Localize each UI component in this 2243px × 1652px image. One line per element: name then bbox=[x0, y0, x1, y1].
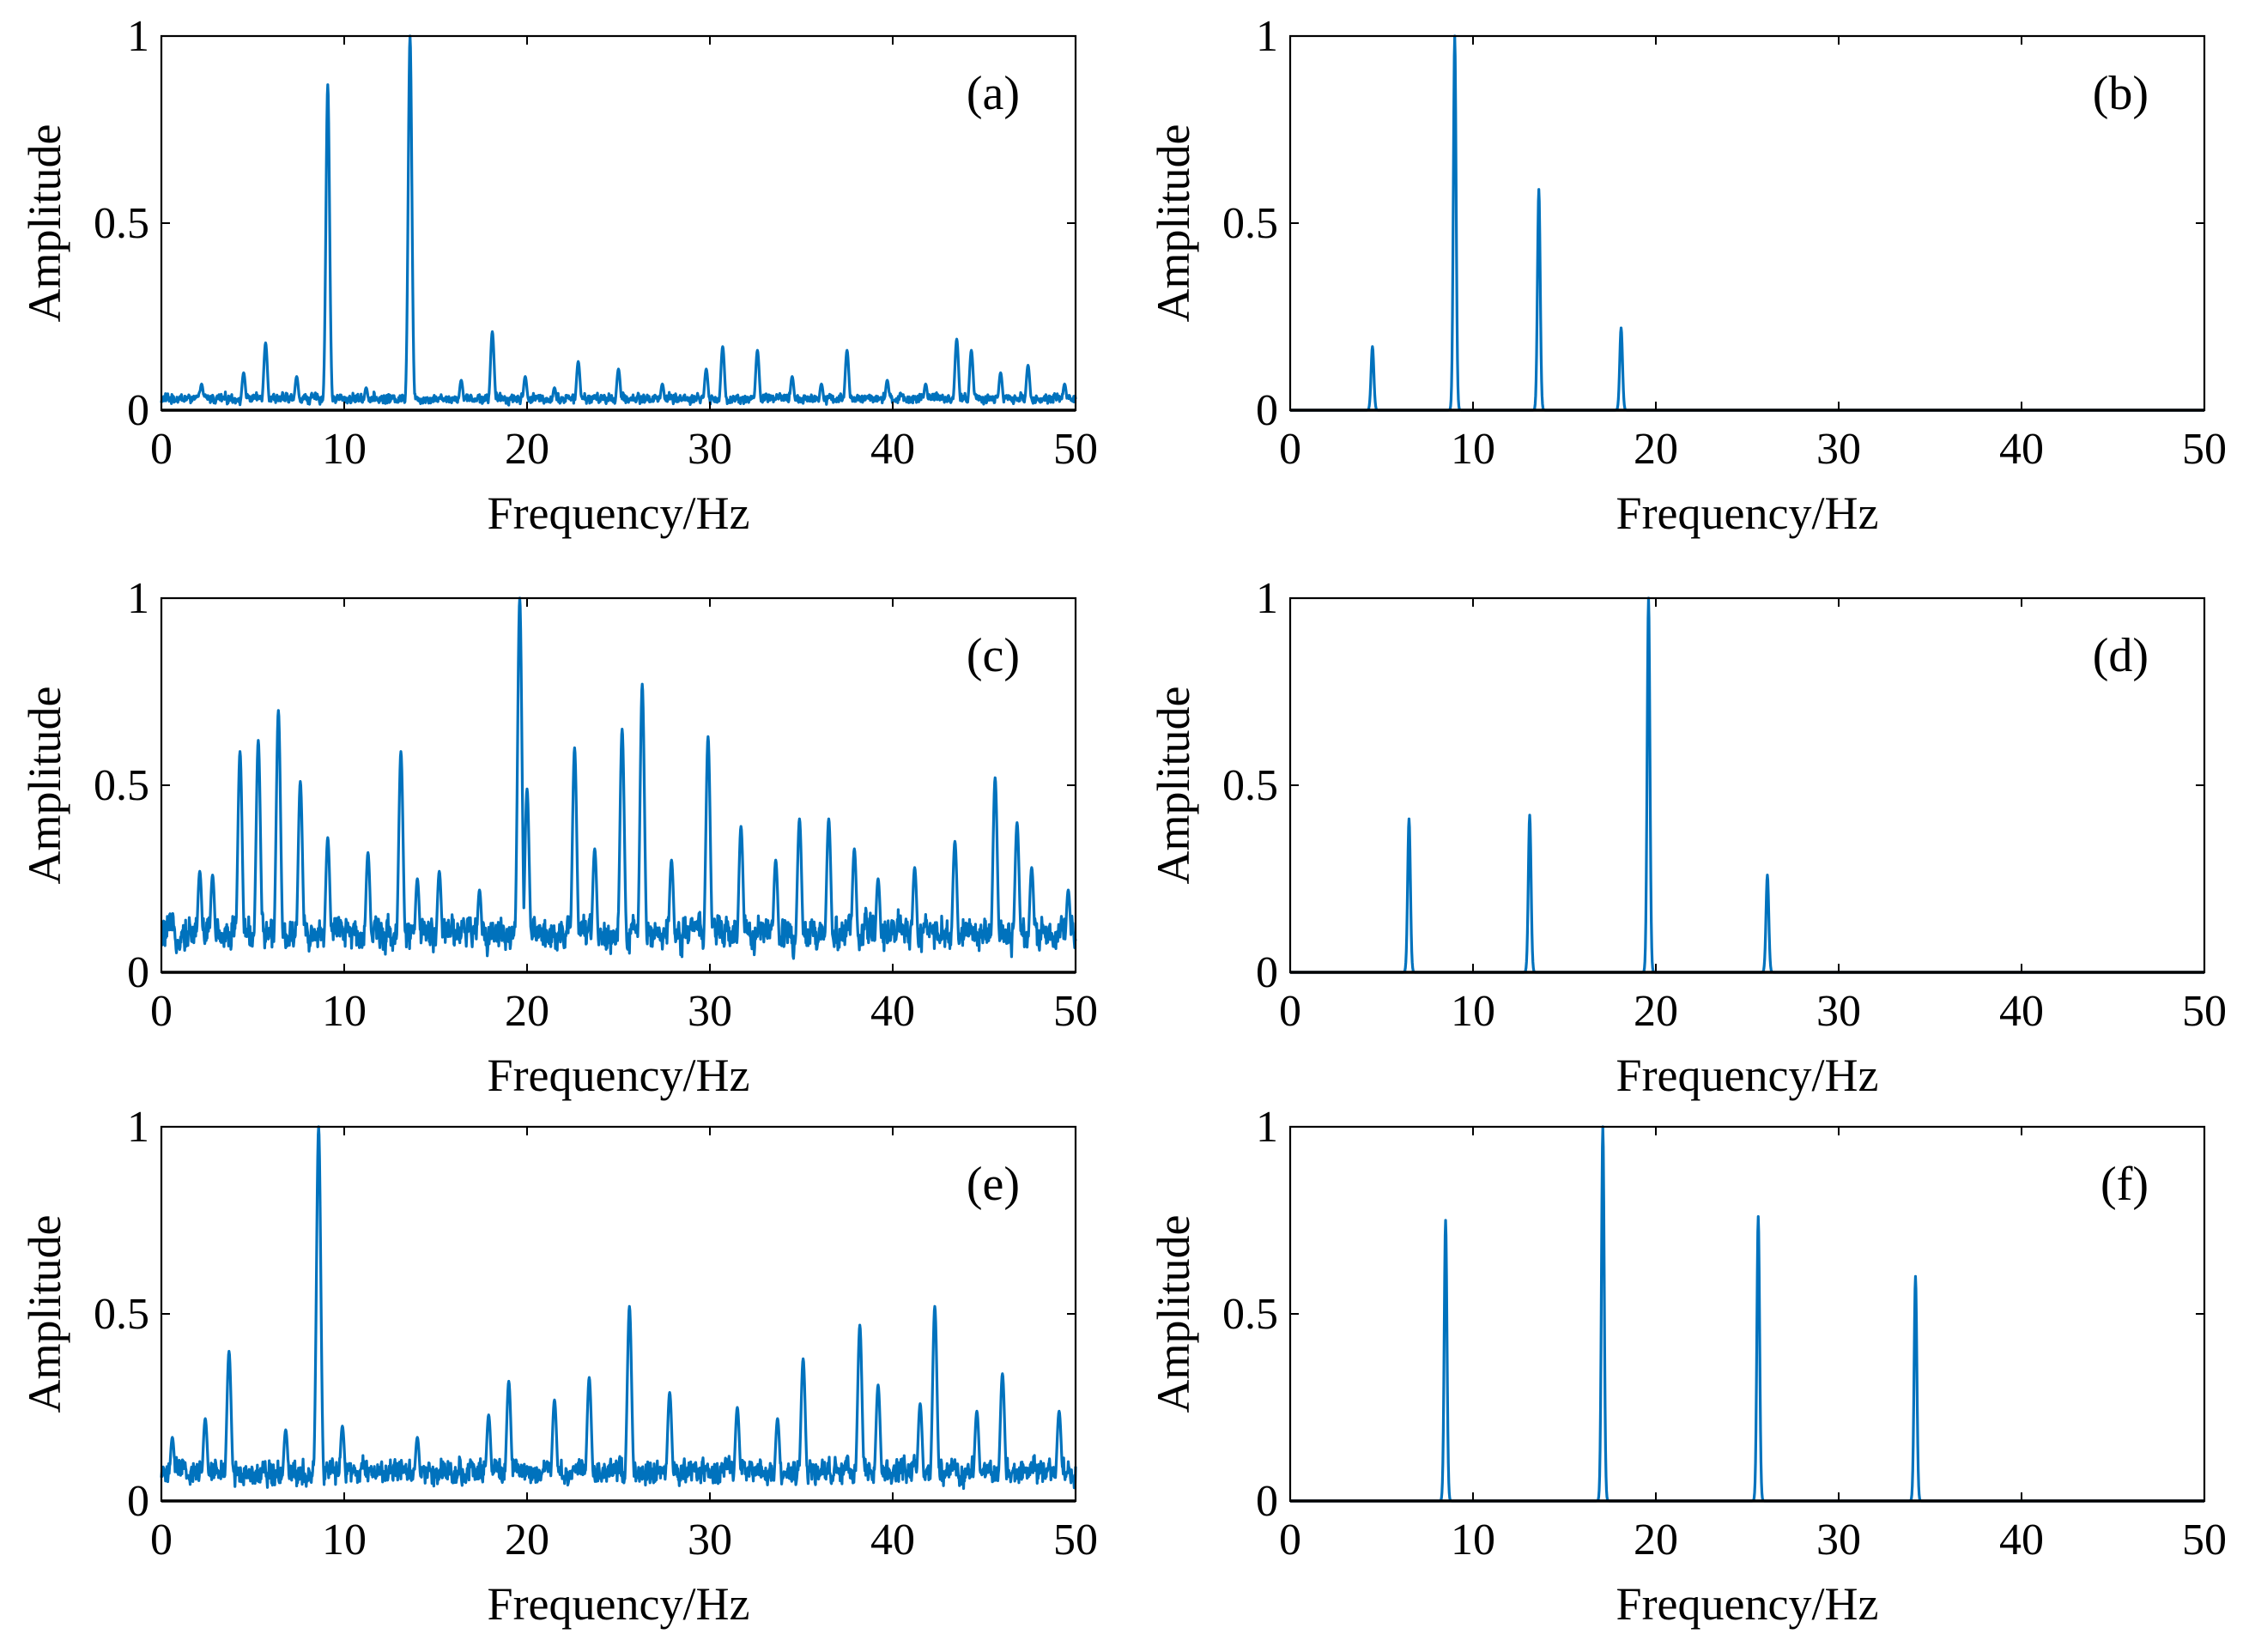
x-tick-label: 20 bbox=[1634, 987, 1678, 1036]
x-tick-label: 10 bbox=[322, 425, 367, 474]
x-tick-label: 20 bbox=[1634, 1516, 1678, 1564]
x-tick-label: 10 bbox=[322, 1516, 367, 1564]
x-tick-label: 10 bbox=[1451, 1516, 1495, 1564]
y-axis-label: Amplitude bbox=[1148, 687, 1199, 885]
x-tick-label: 40 bbox=[870, 425, 915, 474]
panel-label: (a) bbox=[967, 67, 1020, 120]
series-line-b bbox=[1288, 34, 2206, 412]
x-tick-label: 50 bbox=[1053, 987, 1098, 1036]
x-tick-label: 40 bbox=[1999, 987, 2044, 1036]
y-axis-label: Amplitude bbox=[1148, 124, 1199, 323]
panel-d: 0 10 20 30 40 50 0 0.5 1 Frequency/Hz Amplitude (d) bbox=[1148, 574, 2227, 1101]
x-tick-label: 0 bbox=[150, 425, 173, 474]
x-tick-label: 0 bbox=[150, 1516, 173, 1564]
y-tick-label: 0.5 bbox=[1222, 199, 1278, 248]
x-tick-label: 40 bbox=[870, 1516, 915, 1564]
panel-a: 0 10 20 30 40 50 0 0.5 1 Frequency/Hz Amplitude (a) bbox=[19, 12, 1098, 539]
x-axis-label: Frequency/Hz bbox=[1616, 1050, 1879, 1101]
x-axis-label: Frequency/Hz bbox=[488, 1578, 750, 1630]
axes-box bbox=[1288, 1125, 2206, 1503]
x-tick-label: 50 bbox=[1053, 1516, 1098, 1564]
x-tick-label: 20 bbox=[1634, 425, 1678, 474]
panel-f: 0 10 20 30 40 50 0 0.5 1 Frequency/Hz Amplitude (f) bbox=[1148, 1103, 2227, 1630]
y-axis-label: Amplitude bbox=[19, 124, 70, 323]
y-tick-label: 0.5 bbox=[94, 761, 149, 810]
x-tick-label: 0 bbox=[1279, 987, 1301, 1036]
axes-box bbox=[1288, 596, 2206, 974]
series-line-d bbox=[1288, 596, 2206, 974]
x-tick-label: 30 bbox=[1816, 1516, 1861, 1564]
x-tick-label: 30 bbox=[688, 425, 732, 474]
y-tick-label: 0 bbox=[127, 1477, 149, 1526]
y-tick-label: 0 bbox=[1256, 1477, 1278, 1526]
y-tick-label: 1 bbox=[1256, 1103, 1278, 1152]
x-tick-label: 0 bbox=[1279, 1516, 1301, 1564]
panel-label: (b) bbox=[2093, 67, 2149, 120]
y-tick-label: 0 bbox=[1256, 948, 1278, 997]
series-line-c bbox=[160, 596, 1077, 960]
y-axis-label: Amplitude bbox=[1148, 1215, 1199, 1413]
x-tick-label: 20 bbox=[505, 425, 549, 474]
x-tick-label: 50 bbox=[2182, 1516, 2227, 1564]
y-tick-label: 0.5 bbox=[1222, 1290, 1278, 1339]
x-axis-label: Frequency/Hz bbox=[488, 1050, 750, 1101]
y-tick-label: 1 bbox=[127, 574, 149, 623]
y-tick-label: 1 bbox=[127, 1103, 149, 1152]
x-axis-label: Frequency/Hz bbox=[488, 487, 750, 539]
series-line-e bbox=[160, 1125, 1077, 1491]
y-tick-label: 0 bbox=[1256, 386, 1278, 435]
series-line-f bbox=[1288, 1125, 2206, 1503]
y-tick-label: 1 bbox=[1256, 574, 1278, 623]
axes-box bbox=[1288, 34, 2206, 412]
panel-label: (c) bbox=[967, 629, 1020, 682]
y-tick-label: 1 bbox=[127, 12, 149, 61]
x-tick-label: 10 bbox=[1451, 987, 1495, 1036]
y-axis-label: Amplitude bbox=[19, 1215, 70, 1413]
x-tick-label: 40 bbox=[1999, 1516, 2044, 1564]
x-tick-label: 10 bbox=[1451, 425, 1495, 474]
panel-b: 0 10 20 30 40 50 0 0.5 1 Frequency/Hz Amplitude (b) bbox=[1148, 12, 2227, 539]
y-tick-label: 0.5 bbox=[1222, 761, 1278, 810]
y-tick-label: 0.5 bbox=[94, 1290, 149, 1339]
x-tick-label: 10 bbox=[322, 987, 367, 1036]
panel-label: (d) bbox=[2093, 629, 2149, 682]
x-tick-label: 30 bbox=[688, 987, 732, 1036]
x-axis-label: Frequency/Hz bbox=[1616, 487, 1879, 539]
axes-box bbox=[160, 34, 1077, 412]
panel-c: 0 10 20 30 40 50 0 0.5 1 Frequency/Hz Amplitude (c) bbox=[19, 574, 1098, 1101]
x-tick-label: 0 bbox=[150, 987, 173, 1036]
x-tick-label: 40 bbox=[870, 987, 915, 1036]
panel-label: (f) bbox=[2101, 1158, 2149, 1211]
y-tick-label: 0 bbox=[127, 386, 149, 435]
panel-e: 0 10 20 30 40 50 0 0.5 1 Frequency/Hz Amplitude (e) bbox=[19, 1103, 1098, 1630]
y-tick-label: 0 bbox=[127, 948, 149, 997]
x-tick-label: 50 bbox=[2182, 425, 2227, 474]
y-tick-label: 1 bbox=[1256, 12, 1278, 61]
x-tick-label: 50 bbox=[2182, 987, 2227, 1036]
x-tick-label: 30 bbox=[1816, 425, 1861, 474]
y-tick-label: 0.5 bbox=[94, 199, 149, 248]
x-tick-label: 50 bbox=[1053, 425, 1098, 474]
x-tick-label: 20 bbox=[505, 987, 549, 1036]
x-tick-label: 40 bbox=[1999, 425, 2044, 474]
y-axis-label: Amplitude bbox=[19, 687, 70, 885]
x-tick-label: 30 bbox=[688, 1516, 732, 1564]
series-line-a bbox=[160, 34, 1077, 407]
x-tick-label: 20 bbox=[505, 1516, 549, 1564]
x-tick-label: 0 bbox=[1279, 425, 1301, 474]
panel-label: (e) bbox=[967, 1158, 1020, 1211]
x-axis-label: Frequency/Hz bbox=[1616, 1578, 1879, 1630]
x-tick-label: 30 bbox=[1816, 987, 1861, 1036]
